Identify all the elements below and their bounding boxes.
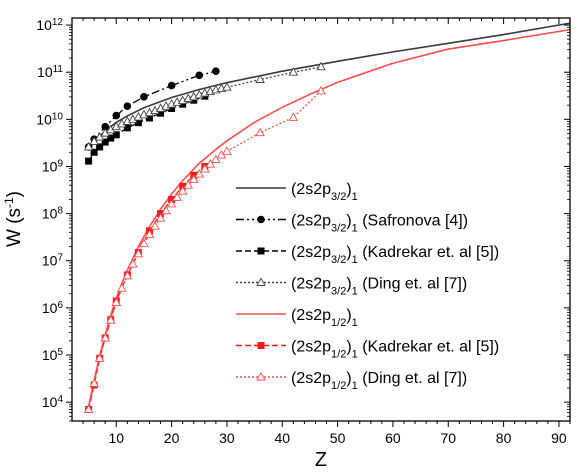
x-tick-label-40: 40 xyxy=(274,430,290,446)
series-line-6 xyxy=(87,90,322,410)
y-tick-label-4: 104 xyxy=(42,394,64,411)
data-point-2-2 xyxy=(96,143,104,151)
legend-swatch-marker-1 xyxy=(257,215,265,224)
data-point-6-27 xyxy=(288,112,299,121)
x-tick-label-20: 20 xyxy=(164,430,180,446)
legend-label-0: (2s2p3/2)1 xyxy=(291,181,358,203)
data-point-6-1 xyxy=(89,378,99,387)
y-tick-label-7: 107 xyxy=(42,252,64,269)
y-tick-label-10: 1010 xyxy=(36,111,63,128)
plot-frame xyxy=(71,17,571,422)
legend-item-2: (2s2p3/2)1 (Kadrekar et. al [5]) xyxy=(236,244,499,266)
data-point-6-2 xyxy=(94,353,105,362)
x-tick-label-70: 70 xyxy=(440,430,456,446)
x-tick-label-50: 50 xyxy=(330,430,346,446)
y-tick-label-11: 1011 xyxy=(37,64,63,81)
y-tick-label-6: 106 xyxy=(42,299,64,316)
data-point-6-7 xyxy=(122,270,133,280)
legend-swatch-marker-2 xyxy=(257,247,265,255)
x-tick-label-60: 60 xyxy=(385,430,401,446)
legend-item-6: (2s2p1/2)1 (Ding et. al [7]) xyxy=(236,370,467,392)
series-layer xyxy=(83,22,571,413)
data-point-6-3 xyxy=(100,332,110,342)
data-point-3-26 xyxy=(255,74,265,83)
data-point-6-19 xyxy=(188,174,199,183)
y-tick-label-8: 108 xyxy=(42,205,64,222)
y-axis-label-sup: -1 xyxy=(2,197,16,208)
data-point-6-4 xyxy=(105,314,116,324)
data-point-1-3 xyxy=(112,111,121,120)
series-line-5 xyxy=(87,165,206,410)
data-point-6-6 xyxy=(117,283,127,292)
data-point-6-9 xyxy=(133,248,144,258)
data-point-6-13 xyxy=(155,213,166,222)
data-point-6-28 xyxy=(316,85,326,95)
data-point-3-28 xyxy=(316,61,326,71)
data-point-6-11 xyxy=(144,229,155,238)
legend-swatch-marker-3 xyxy=(256,277,266,286)
legend-swatch-marker-5 xyxy=(257,342,265,349)
series-1 xyxy=(84,67,220,151)
legend-label-2: (2s2p3/2)1 (Kadrekar et. al [5]) xyxy=(291,244,499,266)
data-point-6-5 xyxy=(111,297,122,306)
data-point-1-8 xyxy=(212,67,220,76)
series-6 xyxy=(83,85,326,413)
data-point-6-25 xyxy=(222,146,232,155)
data-point-2-1 xyxy=(90,148,98,156)
data-point-6-17 xyxy=(177,185,188,195)
legend-item-4: (2s2p1/2)1 xyxy=(236,307,358,329)
legend-label-1: (2s2p3/2)1 (Safronova [4]) xyxy=(291,213,468,235)
x-tick-label-30: 30 xyxy=(219,430,235,446)
series-5 xyxy=(85,162,209,413)
series-line-3 xyxy=(88,66,322,148)
data-point-6-12 xyxy=(150,221,160,230)
data-point-3-27 xyxy=(288,67,299,76)
data-point-6-18 xyxy=(183,180,193,189)
data-point-2-5 xyxy=(112,131,120,139)
y-tick-label-5: 105 xyxy=(42,347,64,364)
data-point-3-1 xyxy=(89,136,99,145)
data-point-6-15 xyxy=(166,198,177,208)
y-tick-label-12: 1012 xyxy=(36,17,63,34)
legend-item-3: (2s2p3/2)1 (Ding et. al [7]) xyxy=(236,276,467,298)
legend-item-5: (2s2p1/2)1 (Kadrekar et. al [5]) xyxy=(236,339,499,361)
data-point-6-21 xyxy=(200,163,210,173)
data-point-6-14 xyxy=(161,205,171,215)
series-3 xyxy=(83,61,326,151)
data-point-2-3 xyxy=(101,138,109,146)
data-point-6-23 xyxy=(211,154,221,164)
legend-item-0: (2s2p3/2)1 xyxy=(236,181,358,203)
legend: (2s2p3/2)1 (2s2p3/2)1 (Safronova [4]) (2s2… xyxy=(236,181,499,392)
legend-item-1: (2s2p3/2)1 (Safronova [4]) xyxy=(236,213,468,235)
x-tick-label-80: 80 xyxy=(496,430,512,446)
legend-label-5: (2s2p1/2)1 (Kadrekar et. al [5]) xyxy=(291,339,499,361)
data-point-6-10 xyxy=(139,238,149,248)
legend-label-4: (2s2p1/2)1 xyxy=(291,307,358,329)
data-point-2-0 xyxy=(85,157,93,165)
data-point-6-0 xyxy=(83,404,94,413)
axis-layer: 10 20 30 40 50 60 70 80 90 104 105 106 107 108 109 1010… xyxy=(36,17,570,446)
data-point-1-5 xyxy=(140,93,148,101)
data-point-6-8 xyxy=(128,258,138,268)
x-axis-label: Z xyxy=(315,449,327,471)
y-axis-label-tail: ) xyxy=(4,191,25,197)
legend-label-3: (2s2p3/2)1 (Ding et. al [7]) xyxy=(291,276,467,298)
data-point-3-0 xyxy=(83,141,94,151)
data-point-1-4 xyxy=(123,102,132,111)
data-point-6-16 xyxy=(172,192,182,201)
y-tick-label-9: 109 xyxy=(42,158,64,175)
data-point-6-22 xyxy=(205,159,216,168)
data-point-1-7 xyxy=(195,71,204,80)
data-point-6-26 xyxy=(255,127,265,137)
x-tick-label-90: 90 xyxy=(551,430,567,446)
y-axis-label-main: W (s xyxy=(4,208,25,247)
data-point-3-25 xyxy=(222,82,232,91)
legend-label-6: (2s2p1/2)1 (Ding et. al [7]) xyxy=(291,370,467,392)
data-point-6-20 xyxy=(194,168,205,178)
legend-swatch-marker-6 xyxy=(256,371,266,381)
data-point-1-6 xyxy=(167,81,176,90)
y-axis-label: W (s-1) xyxy=(2,191,25,247)
x-tick-label-10: 10 xyxy=(108,430,124,446)
